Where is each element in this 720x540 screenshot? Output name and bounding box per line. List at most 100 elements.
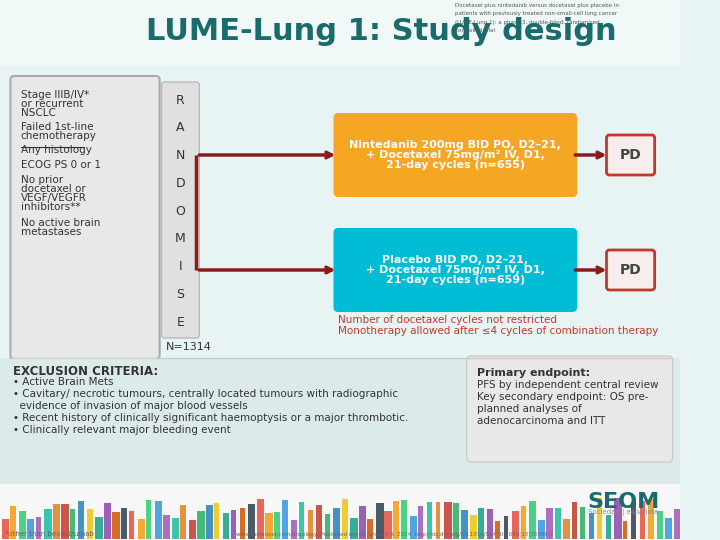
Bar bbox=[665, 518, 672, 539]
Bar bbox=[606, 515, 611, 539]
Bar bbox=[461, 510, 467, 539]
Text: D: D bbox=[176, 177, 185, 190]
Text: SEOM: SEOM bbox=[588, 492, 660, 512]
Bar bbox=[554, 508, 561, 539]
Text: 21-day cycles (n=659): 21-day cycles (n=659) bbox=[386, 275, 525, 285]
Bar bbox=[274, 512, 279, 539]
Bar bbox=[402, 500, 408, 539]
Text: Docetaxel plus nintedanib versus docetaxel plus placebo in: Docetaxel plus nintedanib versus docetax… bbox=[455, 3, 619, 8]
Text: planned analyses of: planned analyses of bbox=[477, 404, 582, 414]
Bar bbox=[96, 517, 103, 539]
Bar bbox=[410, 516, 417, 539]
Bar bbox=[197, 511, 205, 539]
Text: metastases: metastases bbox=[21, 227, 81, 237]
Bar bbox=[19, 511, 27, 539]
Text: www.thelancet.com/oncology  Published online January 9, 2014  http://dx.doi.org/: www.thelancet.com/oncology Published onl… bbox=[236, 532, 554, 537]
Text: • Cavitary/ necrotic tumours, centrally located tumours with radiographic: • Cavitary/ necrotic tumours, centrally … bbox=[13, 389, 398, 399]
Text: NSCLC: NSCLC bbox=[21, 108, 55, 118]
Bar bbox=[0, 358, 680, 485]
Bar bbox=[10, 506, 16, 539]
Text: Sociedad | española: Sociedad | española bbox=[588, 510, 659, 516]
Bar bbox=[563, 519, 570, 539]
Bar bbox=[70, 509, 75, 539]
Text: S: S bbox=[176, 288, 184, 301]
Text: Any histology: Any histology bbox=[21, 145, 91, 155]
Bar bbox=[78, 501, 84, 539]
Bar bbox=[376, 503, 384, 539]
Bar bbox=[266, 513, 273, 539]
Bar bbox=[436, 502, 440, 539]
Bar bbox=[588, 513, 594, 539]
Bar bbox=[384, 511, 392, 539]
Bar bbox=[248, 504, 255, 539]
Bar bbox=[130, 511, 134, 539]
Bar bbox=[367, 519, 373, 539]
Bar bbox=[639, 501, 645, 539]
Text: E: E bbox=[176, 316, 184, 329]
Bar bbox=[342, 499, 348, 539]
Text: controlled trial: controlled trial bbox=[455, 29, 495, 33]
Bar bbox=[163, 515, 170, 539]
Bar bbox=[657, 511, 663, 539]
Text: 21-day cycles (n=655): 21-day cycles (n=655) bbox=[386, 160, 525, 170]
Bar bbox=[300, 502, 304, 539]
Bar bbox=[223, 513, 229, 539]
Bar bbox=[36, 517, 40, 539]
Text: *other than bevacizumab: *other than bevacizumab bbox=[5, 531, 94, 537]
Text: Monotherapy allowed after ≤4 cycles of combination therapy: Monotherapy allowed after ≤4 cycles of c… bbox=[338, 326, 659, 336]
Bar bbox=[155, 501, 163, 539]
Text: Primary endpoint:: Primary endpoint: bbox=[477, 368, 590, 378]
Text: VEGF/VEGFR: VEGF/VEGFR bbox=[21, 193, 86, 203]
Bar bbox=[257, 499, 264, 539]
Bar bbox=[503, 516, 508, 539]
Text: PD: PD bbox=[620, 148, 642, 162]
FancyBboxPatch shape bbox=[606, 135, 654, 175]
Bar bbox=[614, 498, 621, 539]
Bar bbox=[53, 504, 60, 539]
Bar bbox=[469, 515, 477, 539]
Bar bbox=[546, 508, 553, 539]
Bar bbox=[597, 498, 602, 539]
Text: PFS by independent central review: PFS by independent central review bbox=[477, 380, 659, 390]
Text: • Recent history of clinically significant haemoptysis or a major thrombotic.: • Recent history of clinically significa… bbox=[13, 413, 409, 423]
FancyBboxPatch shape bbox=[606, 250, 654, 290]
FancyBboxPatch shape bbox=[467, 356, 672, 462]
Bar bbox=[351, 518, 358, 539]
FancyBboxPatch shape bbox=[161, 82, 199, 338]
Text: ECOG PS 0 or 1: ECOG PS 0 or 1 bbox=[21, 160, 101, 170]
Text: O: O bbox=[176, 205, 185, 218]
Bar bbox=[325, 514, 330, 539]
Bar bbox=[112, 512, 120, 539]
Bar bbox=[478, 508, 484, 539]
FancyBboxPatch shape bbox=[333, 228, 577, 312]
Text: PD: PD bbox=[620, 263, 642, 277]
Bar bbox=[452, 503, 459, 539]
Text: (LUME-Lung 1): a phase 3, double-blind, randomised: (LUME-Lung 1): a phase 3, double-blind, … bbox=[455, 20, 600, 25]
Text: N=1314: N=1314 bbox=[166, 342, 212, 352]
Text: evidence of invasion of major blood vessels: evidence of invasion of major blood vess… bbox=[13, 401, 248, 411]
Text: + Docetaxel 75mg/m² IV, D1,: + Docetaxel 75mg/m² IV, D1, bbox=[366, 265, 545, 275]
Text: Failed 1st-line: Failed 1st-line bbox=[21, 122, 94, 132]
Bar bbox=[495, 521, 500, 539]
Bar bbox=[572, 502, 577, 539]
Text: EXCLUSION CRITERIA:: EXCLUSION CRITERIA: bbox=[13, 365, 158, 378]
Bar bbox=[333, 508, 340, 539]
Bar bbox=[2, 519, 9, 539]
Bar bbox=[61, 504, 69, 539]
Bar bbox=[240, 508, 245, 539]
Text: • Clinically relevant major bleeding event: • Clinically relevant major bleeding eve… bbox=[13, 425, 231, 435]
Bar bbox=[623, 521, 627, 539]
Text: LUME-Lung 1: Study design: LUME-Lung 1: Study design bbox=[146, 17, 617, 46]
Bar bbox=[487, 509, 493, 539]
Text: or recurrent: or recurrent bbox=[21, 99, 83, 109]
Bar bbox=[648, 499, 654, 539]
Text: No prior: No prior bbox=[21, 175, 63, 185]
Text: + Docetaxel 75mg/m² IV, D1,: + Docetaxel 75mg/m² IV, D1, bbox=[366, 150, 545, 160]
Bar bbox=[674, 509, 681, 539]
Bar bbox=[104, 503, 111, 539]
Bar bbox=[0, 0, 680, 65]
Text: A: A bbox=[176, 122, 185, 134]
Bar bbox=[521, 506, 526, 539]
Bar bbox=[172, 518, 179, 539]
Bar bbox=[206, 505, 214, 539]
